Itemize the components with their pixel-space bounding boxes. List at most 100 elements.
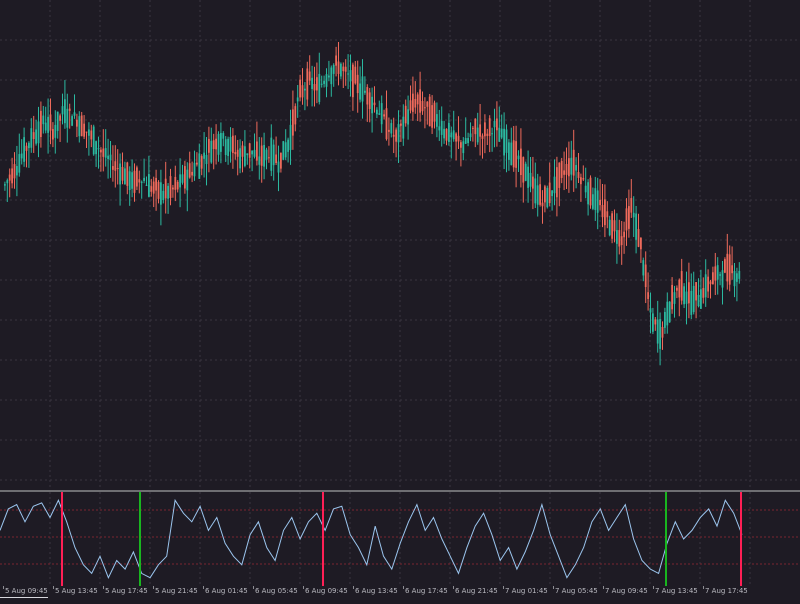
candle-body bbox=[35, 129, 37, 144]
candle-body bbox=[522, 157, 525, 183]
time-axis-tick bbox=[103, 586, 104, 589]
candle-body bbox=[232, 135, 234, 153]
candle-body bbox=[18, 154, 21, 173]
candle-body bbox=[162, 190, 165, 201]
candle-body bbox=[599, 199, 601, 206]
candle-body bbox=[4, 184, 6, 186]
candle-body bbox=[412, 93, 414, 112]
candle-body bbox=[476, 127, 479, 143]
candle-body bbox=[388, 129, 390, 132]
candle-body bbox=[246, 153, 249, 156]
candle-body bbox=[457, 135, 460, 142]
candle-body bbox=[616, 230, 618, 244]
candle-body bbox=[227, 138, 229, 156]
candle-body bbox=[88, 129, 90, 136]
candle-body bbox=[268, 157, 270, 159]
candle-body bbox=[47, 116, 49, 133]
candle-body bbox=[229, 136, 232, 152]
candle-body bbox=[112, 166, 114, 170]
candle-body bbox=[570, 157, 573, 175]
candle-body bbox=[539, 184, 541, 205]
candle-body bbox=[654, 319, 657, 325]
candle-body bbox=[222, 133, 225, 139]
candle-body bbox=[328, 75, 330, 78]
candle-body bbox=[707, 276, 709, 292]
candle-body bbox=[248, 143, 251, 158]
candle-body bbox=[728, 254, 731, 285]
candle-body bbox=[308, 71, 311, 81]
candle-body bbox=[181, 174, 184, 183]
candle-body bbox=[131, 172, 133, 189]
candle-body bbox=[560, 161, 563, 178]
candle-body bbox=[215, 138, 217, 150]
time-axis-label: 7 Aug 05:45 bbox=[555, 587, 598, 595]
candle-body bbox=[16, 166, 18, 176]
candle-body bbox=[380, 103, 383, 125]
candle-body bbox=[155, 177, 157, 191]
time-axis-label: 5 Aug 21:45 bbox=[155, 587, 198, 595]
candle-body bbox=[532, 176, 534, 189]
candle-body bbox=[611, 213, 613, 239]
candle-body bbox=[700, 289, 702, 309]
candle-body bbox=[40, 110, 42, 138]
candle-body bbox=[8, 174, 11, 181]
candle-body bbox=[220, 133, 222, 152]
candle-body bbox=[534, 178, 537, 204]
time-axis: 5 Aug 09:45 5 Aug 13:45 5 Aug 17:45 5 Aug 2… bbox=[0, 586, 800, 604]
candle-body bbox=[510, 142, 513, 166]
time-axis-tick bbox=[403, 586, 404, 589]
candle-body bbox=[623, 231, 625, 238]
candle-body bbox=[445, 128, 448, 141]
candle-body bbox=[337, 61, 340, 74]
candle-body bbox=[71, 116, 73, 126]
candle-body bbox=[488, 118, 491, 137]
candle-body bbox=[42, 115, 45, 125]
candle-body bbox=[498, 127, 501, 142]
candle-body bbox=[361, 76, 364, 102]
time-axis-tick bbox=[603, 586, 604, 589]
candle-body bbox=[251, 150, 253, 155]
candle-body bbox=[188, 163, 191, 178]
candle-body bbox=[301, 85, 304, 98]
candle-body bbox=[721, 270, 724, 288]
candle-body bbox=[320, 83, 323, 85]
candle-body bbox=[536, 185, 539, 205]
candle-body bbox=[133, 170, 136, 193]
candle-body bbox=[676, 287, 678, 291]
candle-body bbox=[613, 220, 616, 232]
candle-body bbox=[448, 122, 450, 142]
time-axis-label: 6 Aug 05:45 bbox=[255, 587, 298, 595]
candle-body bbox=[625, 208, 628, 231]
candle-body bbox=[664, 311, 666, 328]
candle-body bbox=[719, 274, 721, 276]
candle-body bbox=[64, 99, 66, 124]
price-chart-pane[interactable] bbox=[0, 0, 800, 490]
candle-body bbox=[404, 105, 407, 124]
candle-body bbox=[54, 124, 57, 138]
candle-body bbox=[342, 66, 345, 72]
candle-body bbox=[296, 97, 299, 102]
oscillator-pane[interactable] bbox=[0, 490, 800, 586]
candle-body bbox=[673, 292, 676, 304]
oscillator-chart[interactable] bbox=[0, 492, 800, 586]
candle-body bbox=[604, 199, 606, 226]
candle-body bbox=[28, 142, 30, 149]
candle-body bbox=[472, 127, 474, 129]
candle-body bbox=[287, 139, 289, 152]
candle-body bbox=[496, 118, 498, 131]
candle-body bbox=[584, 185, 587, 193]
candle-body bbox=[544, 186, 546, 203]
candle-body bbox=[491, 133, 493, 135]
horizontal-scrollbar[interactable] bbox=[0, 597, 48, 598]
candlestick-chart[interactable] bbox=[0, 0, 800, 490]
candle-body bbox=[688, 282, 690, 304]
candle-body bbox=[431, 105, 433, 128]
candle-body bbox=[299, 79, 301, 98]
time-axis-label: 6 Aug 17:45 bbox=[405, 587, 448, 595]
candle-body bbox=[368, 92, 371, 110]
time-axis-tick bbox=[353, 586, 354, 589]
candle-body bbox=[11, 168, 13, 184]
candle-body bbox=[419, 89, 421, 113]
candle-body bbox=[685, 291, 688, 304]
